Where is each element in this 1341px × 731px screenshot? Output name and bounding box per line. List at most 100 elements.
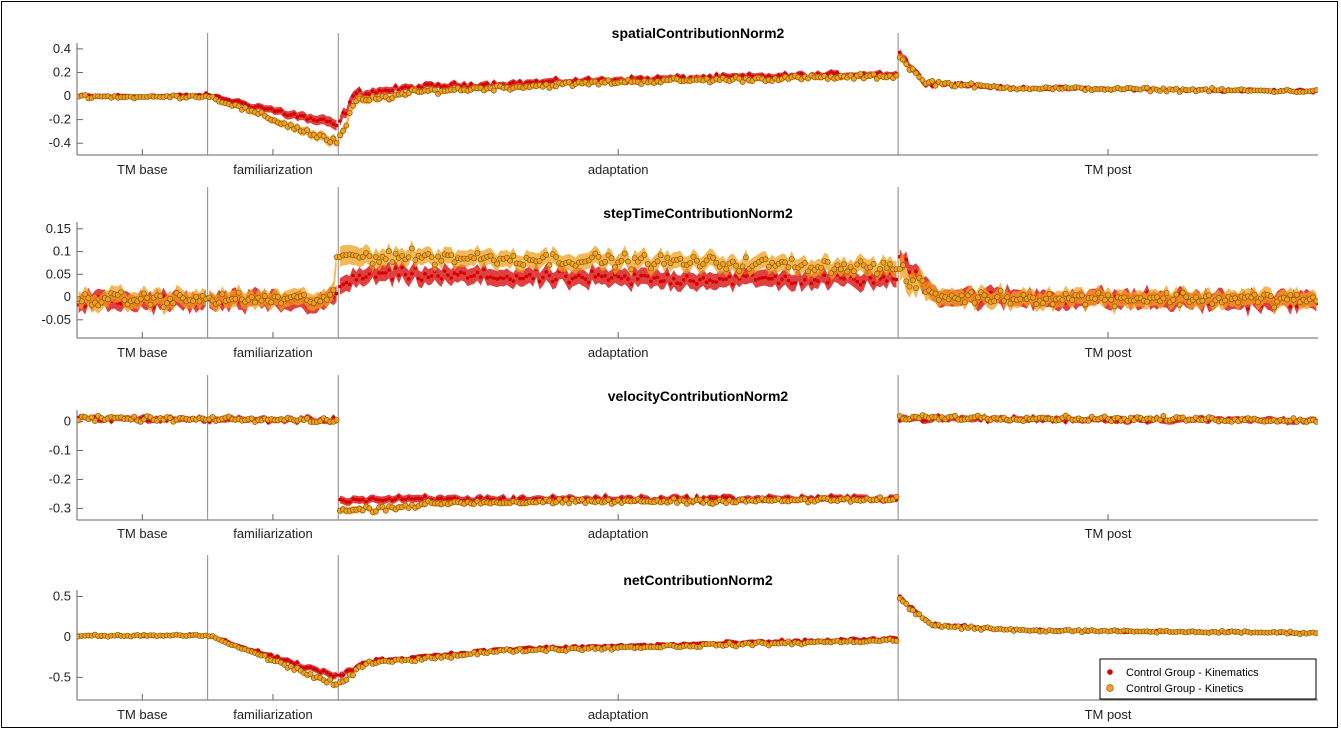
data-point: [295, 115, 300, 119]
data-point: [109, 419, 114, 424]
data-point: [1173, 291, 1180, 298]
data-point: [367, 272, 372, 276]
data-point: [655, 275, 660, 280]
data-point: [449, 276, 454, 280]
data-point: [242, 104, 249, 111]
data-point: [891, 277, 895, 281]
data-point: [1007, 300, 1014, 307]
data-point: [374, 91, 378, 95]
data-point: [626, 277, 630, 281]
data-point: [763, 275, 768, 280]
data-point: [1313, 630, 1318, 637]
data-point: [338, 284, 342, 289]
condition-label: familiarization: [233, 162, 312, 177]
data-point: [327, 291, 333, 298]
data-point: [945, 296, 952, 302]
data-point: [1267, 293, 1274, 300]
data-point: [1176, 301, 1183, 308]
data-point: [1215, 295, 1222, 301]
data-point: [1313, 87, 1318, 93]
data-point: [566, 500, 572, 507]
data-point: [628, 266, 635, 273]
data-point: [909, 277, 916, 284]
data-point: [449, 496, 454, 501]
data-point: [451, 259, 458, 266]
data-point: [266, 107, 270, 111]
condition-label: familiarization: [233, 345, 312, 360]
data-point: [704, 280, 709, 285]
data-point: [343, 677, 350, 683]
panel-title: stepTimeContributionNorm2: [603, 205, 793, 221]
data-point: [423, 494, 427, 499]
data-point: [739, 79, 746, 85]
data-point: [258, 297, 265, 304]
data-point: [816, 279, 820, 283]
data-point: [446, 273, 450, 277]
data-point: [269, 653, 274, 657]
data-point: [873, 270, 880, 277]
series-band: [899, 248, 1317, 318]
data-point: [1079, 292, 1085, 299]
panel-2: -0.05 0 0.05 0.1 0.15 TM base familiarization a…: [41, 187, 1318, 360]
data-point: [672, 276, 676, 281]
data-point: [975, 294, 981, 301]
data-point: [1108, 296, 1115, 303]
data-point: [952, 412, 958, 419]
data-point: [419, 278, 424, 283]
data-point: [537, 279, 542, 284]
data-point: [359, 253, 366, 260]
data-point: [248, 294, 255, 300]
legend: Control Group - Kinematics Control Group …: [1099, 658, 1317, 700]
data-point: [318, 670, 323, 675]
data-point: [382, 507, 389, 514]
data-point: [1295, 304, 1299, 309]
data-point: [189, 298, 196, 304]
data-point: [739, 263, 746, 270]
data-point: [413, 496, 418, 501]
data-point: [678, 282, 683, 286]
data-point: [592, 250, 599, 257]
condition-label: adaptation: [588, 162, 649, 177]
data-point: [501, 495, 506, 500]
data-point: [606, 278, 611, 282]
data-point: [1160, 295, 1167, 302]
data-point: [235, 103, 242, 110]
data-point: [439, 277, 444, 281]
data-point: [681, 74, 686, 79]
data-point: [583, 277, 588, 282]
data-point: [261, 293, 268, 299]
data-point: [426, 82, 431, 86]
data-point: [893, 638, 900, 644]
data-point: [364, 92, 368, 96]
data-point: [341, 282, 346, 287]
data-point: [521, 495, 525, 500]
data-point: [315, 668, 319, 672]
data-point: [343, 122, 350, 129]
data-point: [216, 299, 222, 306]
data-point: [724, 495, 728, 500]
data-point: [485, 495, 490, 500]
data-point: [399, 252, 405, 259]
data-point: [351, 497, 355, 501]
data-point: [670, 495, 677, 502]
data-point: [789, 281, 794, 286]
data-point: [351, 94, 355, 98]
data-point: [744, 274, 748, 279]
data-point: [776, 73, 781, 78]
data-point: [382, 256, 389, 262]
data-point: [958, 292, 965, 299]
data-point: [799, 282, 804, 286]
data-point: [698, 277, 702, 282]
data-point: [577, 273, 581, 278]
y-tick-label: 0.05: [46, 266, 71, 281]
data-point: [916, 611, 923, 618]
data-point: [140, 290, 147, 297]
data-point: [677, 255, 684, 262]
data-point: [276, 109, 280, 113]
data-point: [147, 301, 154, 308]
data-point: [160, 304, 167, 310]
data-point: [157, 292, 164, 299]
data-point: [305, 665, 310, 670]
data-point: [701, 275, 706, 280]
data-point: [400, 265, 404, 270]
